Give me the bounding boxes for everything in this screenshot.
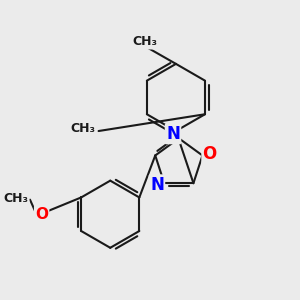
Text: O: O	[202, 145, 217, 163]
Text: O: O	[35, 207, 48, 222]
Text: CH₃: CH₃	[71, 122, 96, 135]
Text: N: N	[150, 176, 164, 194]
Text: CH₃: CH₃	[133, 35, 158, 49]
Text: N: N	[166, 125, 180, 143]
Text: CH₃: CH₃	[4, 192, 29, 205]
